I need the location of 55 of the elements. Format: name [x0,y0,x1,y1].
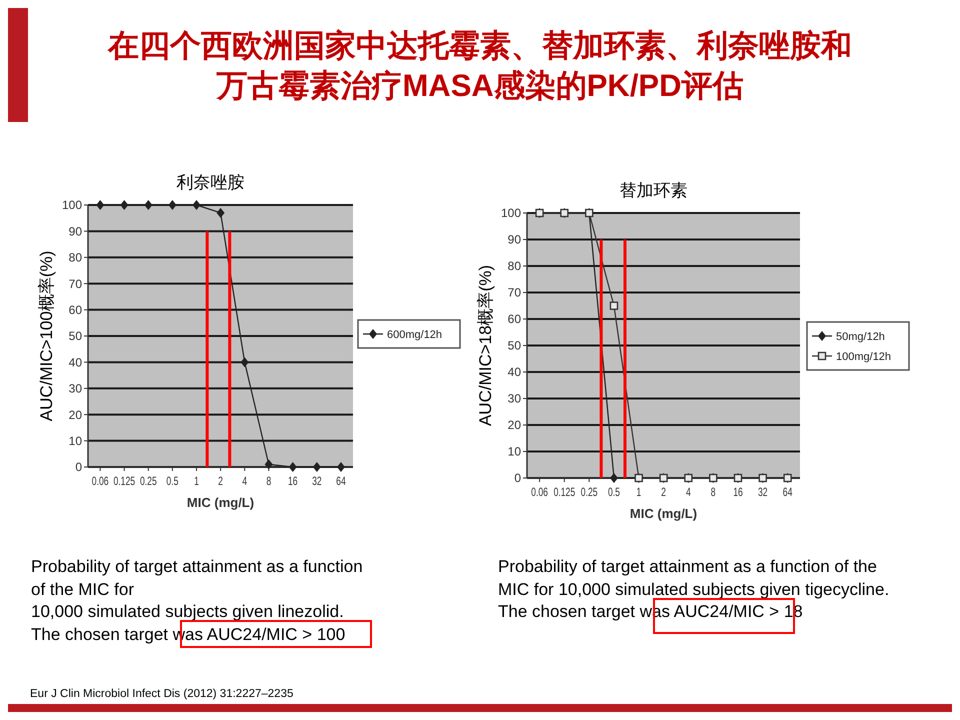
y-tick-label: 80 [68,250,82,265]
y-tick-label: 40 [508,365,522,380]
y-tick-label: 100 [62,198,82,212]
y-tick-label: 30 [68,382,82,396]
y-tick-label: 70 [508,286,522,300]
y-tick-label: 0 [514,471,522,486]
y-tick-label: 40 [68,355,82,370]
y-tick-label: 90 [508,232,522,247]
x-tick-label: 64 [782,486,793,500]
x-tick-label: 0.25 [580,486,598,500]
x-tick-label: 2 [661,486,666,500]
text: Eur J Clin Microbiol Infect Dis (2012) 31:2227–2235 [30,688,294,700]
x-tick-label: 2 [218,476,224,488]
x-tick-label: 0.5 [166,476,179,488]
x-tick-label: 16 [288,476,298,488]
legend-label: 50mg/12h [836,330,885,343]
x-tick-label: 8 [266,476,272,488]
x-tick-label: 1 [636,486,642,500]
y-tick-label: 20 [68,408,82,422]
y-tick-label: 20 [508,418,522,432]
x-tick-label: 0.06 [92,476,109,488]
x-tick-label: 64 [336,476,346,488]
x-tick-label: 0.125 [113,476,136,488]
y-tick-label: 100 [500,206,522,220]
x-tick-label: 8 [710,486,716,500]
x-tick-label: 1 [194,476,200,488]
legend-label: 600mg/12h [387,328,442,341]
y-tick-label: 70 [68,276,82,291]
y-axis-title: AUC/MIC>18概率(%) [476,264,495,426]
y-tick-label: 10 [68,434,82,448]
x-tick-label: 4 [242,476,248,488]
x-axis-title: MIC (mg/L) [186,495,254,510]
x-tick-label: 0.06 [531,486,548,500]
y-tick-label: 60 [508,312,522,326]
y-tick-label: 10 [508,444,522,459]
y-axis-title: AUC/MIC>100概率(%) [37,250,56,422]
chart-title: 利奈唑胺 [176,173,244,192]
y-tick-label: 80 [508,259,522,274]
y-tick-label: 50 [68,329,82,344]
y-tick-label: 0 [75,460,82,474]
text: 在四个西欧洲国家中达托霉素、替加环素、利奈唑胺和万古霉素治疗MASA感染的PK/PD评估 [106,27,853,105]
chart-title: 替加环素 [620,181,688,200]
x-tick-label: 32 [758,486,768,500]
x-tick-label: 0.25 [140,476,157,488]
y-tick-label: 50 [508,338,522,353]
legend-label: 100mg/12h [836,350,892,363]
x-tick-label: 4 [686,486,691,500]
x-tick-label: 32 [312,476,322,488]
x-tick-label: 0.125 [554,486,576,500]
y-tick-label: 30 [508,392,522,406]
y-tick-label: 60 [68,303,82,317]
x-tick-label: 16 [733,486,743,500]
x-tick-label: 0.5 [608,486,620,500]
x-axis-title: MIC (mg/L) [630,506,698,521]
y-tick-label: 90 [68,224,82,238]
